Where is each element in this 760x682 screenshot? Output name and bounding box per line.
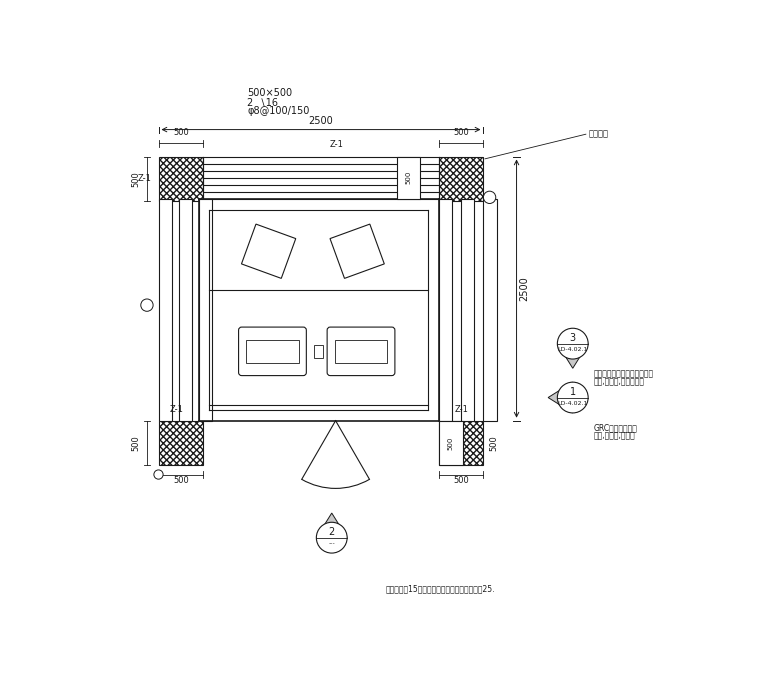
Text: GRC表面仿花岗岩: GRC表面仿花岗岩 [594,424,638,432]
Text: 500: 500 [173,476,188,486]
Polygon shape [557,344,588,368]
Circle shape [316,522,347,553]
Bar [314,345,323,357]
FancyBboxPatch shape [327,327,395,376]
Text: 500: 500 [489,435,499,451]
Text: 500×500: 500×500 [247,88,292,98]
Bar [246,340,299,363]
Bar [439,421,483,465]
Text: Z-1: Z-1 [138,175,151,183]
Circle shape [154,470,163,479]
Text: 颜色,混黄色,与建筑: 颜色,混黄色,与建筑 [594,431,635,440]
Bar [159,157,203,201]
Circle shape [483,191,496,203]
Text: 1: 1 [570,387,576,397]
FancyBboxPatch shape [239,327,306,376]
Text: 500: 500 [453,128,469,137]
Bar [439,157,483,201]
Circle shape [557,328,588,359]
Text: 颜色,米白色,与建筑区配: 颜色,米白色,与建筑区配 [594,377,644,386]
Text: Z-1: Z-1 [329,140,344,149]
Text: ---: --- [328,541,335,546]
Bar [198,199,211,421]
Bar [483,199,496,421]
Polygon shape [242,224,296,278]
Polygon shape [316,513,347,537]
Bar [439,199,452,421]
Text: 500: 500 [448,436,454,449]
Text: 500: 500 [131,171,141,187]
Circle shape [141,299,153,311]
Text: 2500: 2500 [309,117,334,126]
Bar [397,157,420,199]
Bar [439,421,463,465]
Bar [461,199,474,421]
Polygon shape [330,224,385,278]
Text: Z-1: Z-1 [170,406,184,415]
Text: 混凝土结构表面仿花岗岩喂涂: 混凝土结构表面仿花岗岩喂涂 [594,369,654,379]
Text: LD-4.02.1: LD-4.02.1 [558,401,588,406]
Text: 2: 2 [328,527,335,537]
Text: 2  ∖16: 2 ∖16 [247,98,278,107]
Text: 管纳方向: 管纳方向 [588,130,608,138]
Text: 2500: 2500 [520,276,530,301]
Text: Z-1: Z-1 [454,406,468,415]
Text: 3: 3 [570,333,576,343]
Bar [159,421,203,465]
Bar [335,340,387,363]
Text: LD-4.02.1: LD-4.02.1 [558,347,588,352]
Text: 500: 500 [406,171,412,184]
Circle shape [557,382,588,413]
Bar [179,199,192,421]
Text: 500: 500 [453,476,469,486]
Polygon shape [548,382,573,413]
Text: φ8@100/150: φ8@100/150 [247,106,309,117]
Text: 500: 500 [173,128,188,137]
Text: 500: 500 [131,435,141,451]
Text: 注意图示就15，混凝土混凝土层压密度不小于25.: 注意图示就15，混凝土混凝土层压密度不小于25. [385,584,496,593]
Bar [159,199,172,421]
